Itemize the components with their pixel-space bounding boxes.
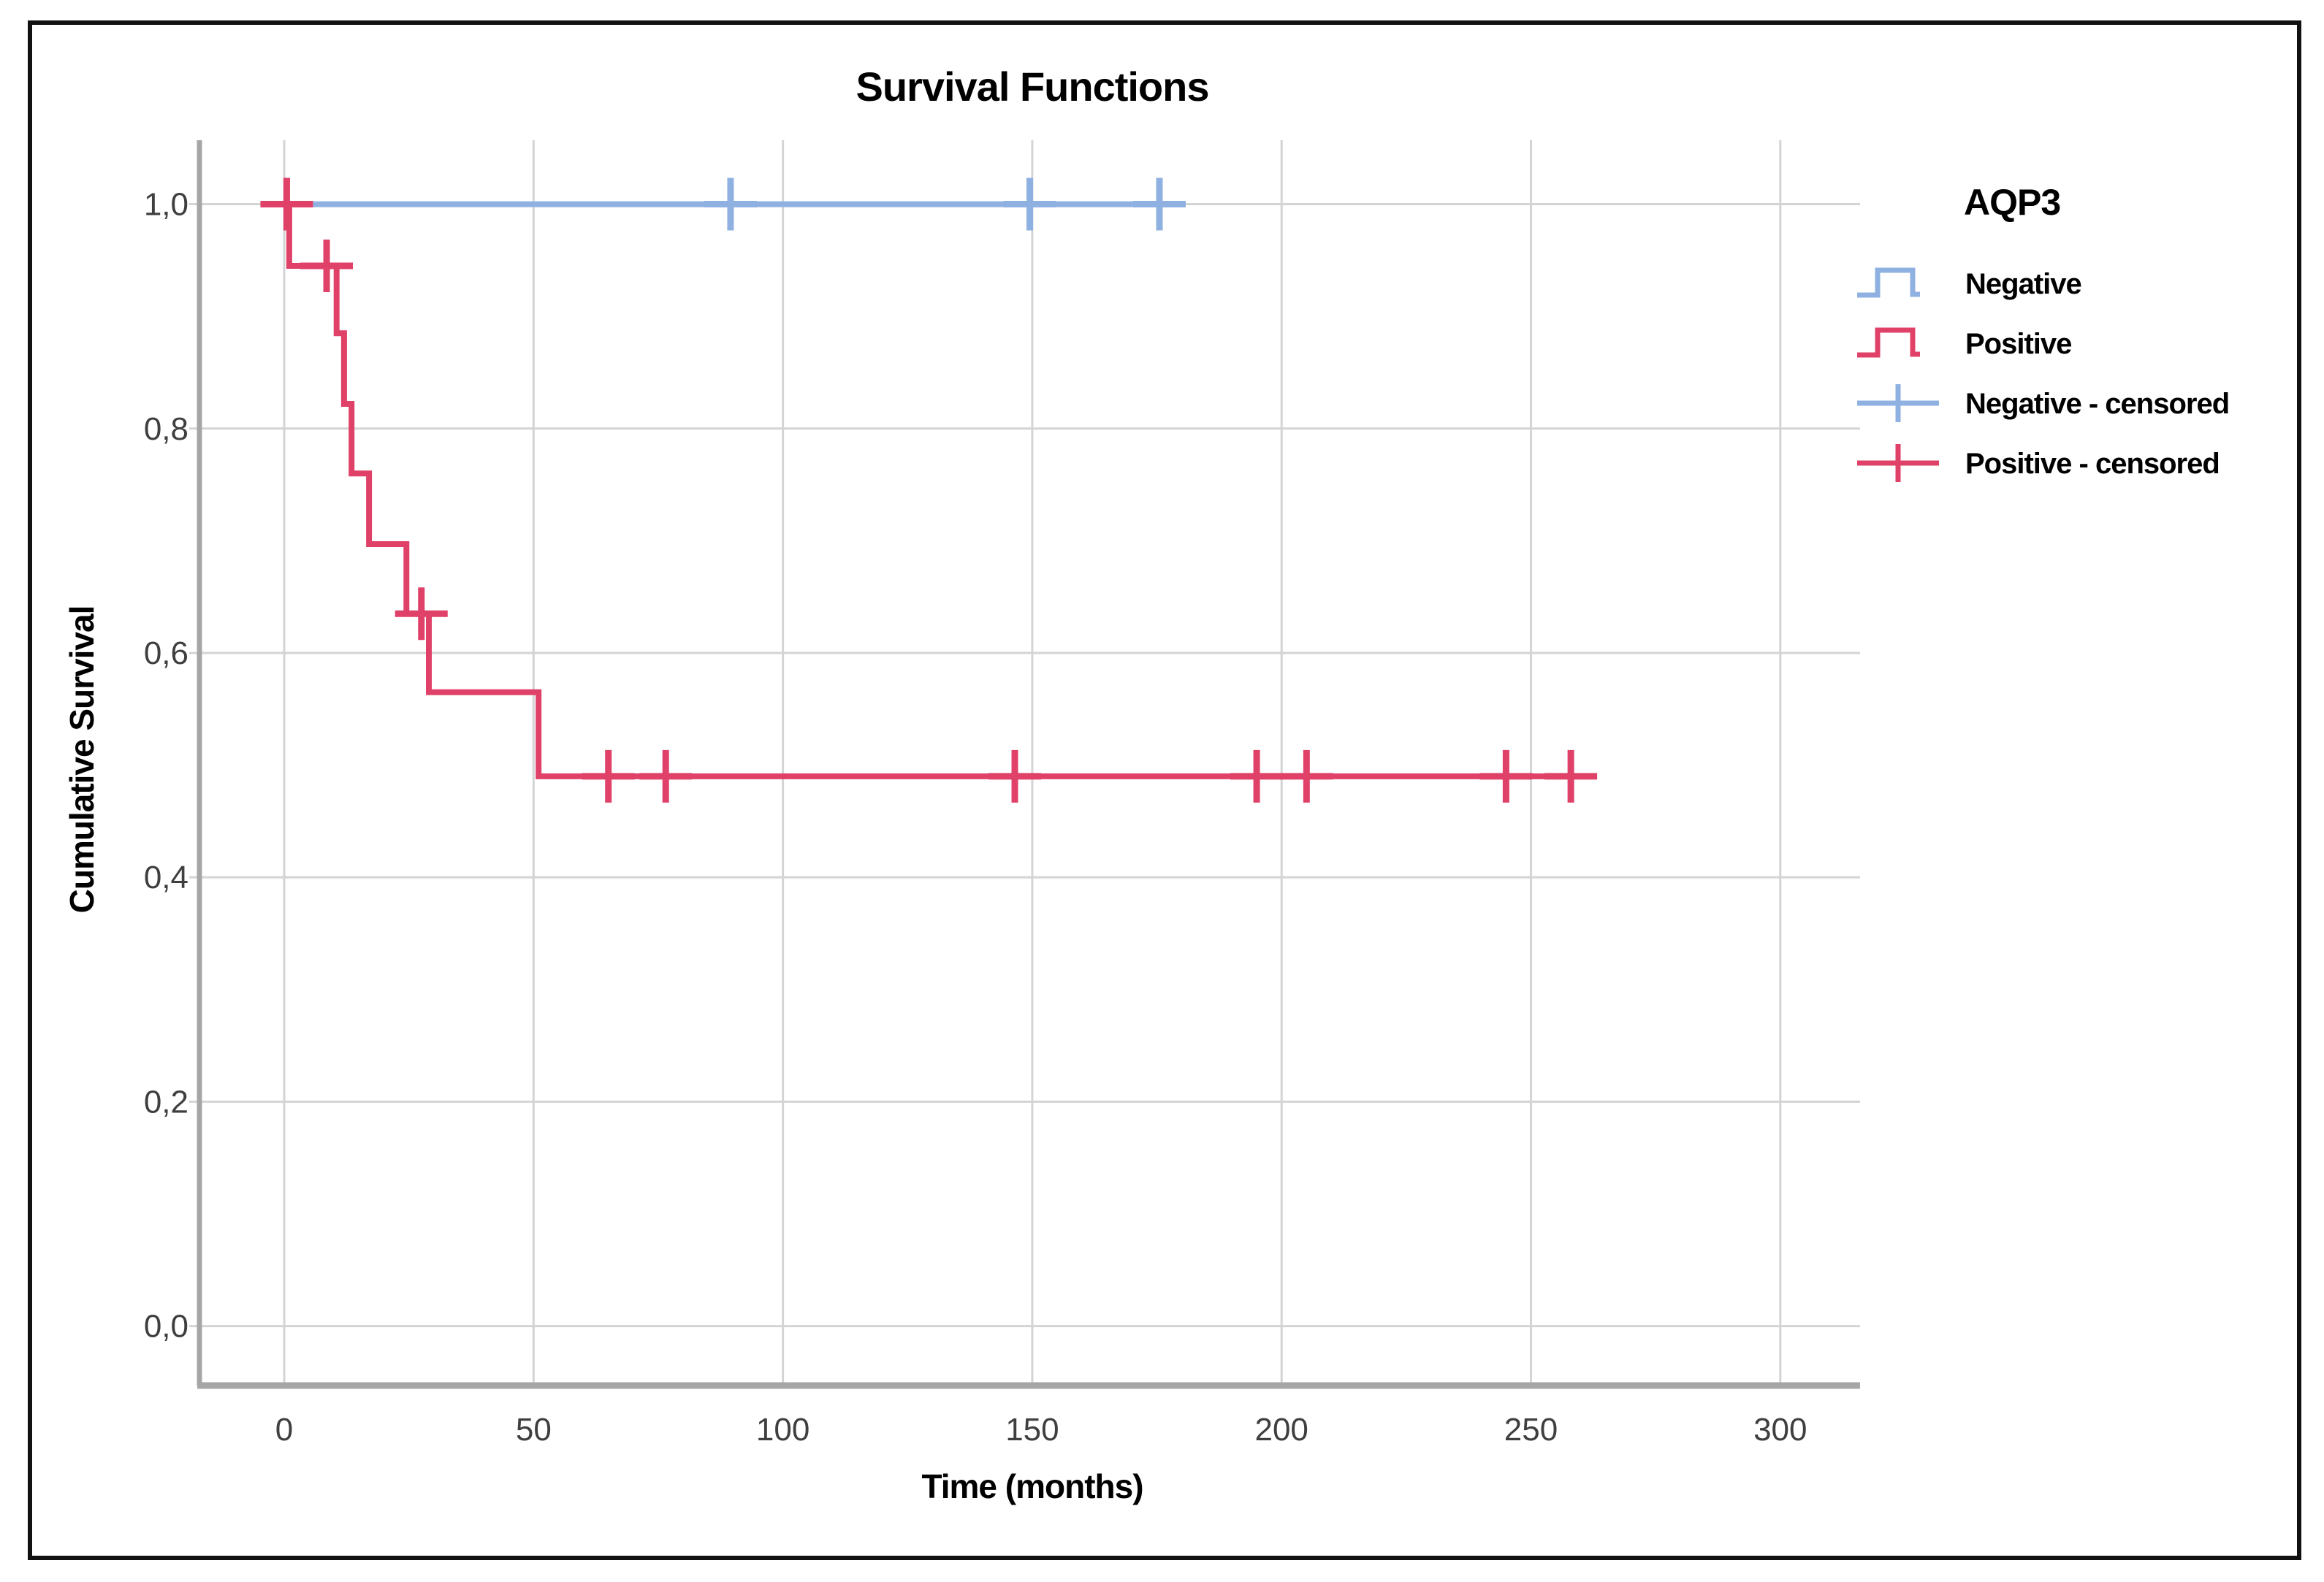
- legend-item-label: Negative: [1965, 267, 2082, 300]
- figure-border: [28, 20, 2301, 1560]
- y-tick-label: 0,6: [144, 635, 188, 671]
- legend-item-positive-censored: Positive - censored: [1856, 434, 2309, 494]
- step-line-swatch-icon: [1857, 267, 1920, 298]
- legend-item-label: Negative - censored: [1965, 387, 2230, 420]
- y-tick-label: 0,0: [144, 1309, 188, 1345]
- chart-title: Survival Functions: [856, 64, 1210, 110]
- x-tick-label: 250: [1504, 1412, 1558, 1448]
- legend-item-label: Positive - censored: [1965, 447, 2220, 480]
- x-axis-title: Time (months): [921, 1467, 1143, 1505]
- step-line-swatch-icon: [1857, 327, 1920, 358]
- legend-title: AQP3: [1964, 182, 2061, 223]
- x-tick-label: 0: [275, 1412, 293, 1448]
- legend-item-positive: Positive: [1856, 314, 2309, 374]
- legend: AQP3 Negative Positive Negative - censored…: [1856, 181, 2309, 494]
- x-tick-label: 200: [1254, 1412, 1308, 1448]
- y-tick-label: 1,0: [144, 187, 188, 223]
- censored-plus-swatch-icon: [1857, 384, 1939, 422]
- x-tick-label: 300: [1753, 1412, 1807, 1448]
- y-tick-label: 0,8: [144, 411, 188, 447]
- legend-item-negative: Negative: [1856, 254, 2309, 314]
- x-tick-label: 150: [1005, 1412, 1059, 1448]
- x-tick-label: 50: [516, 1412, 552, 1448]
- legend-item-negative-censored: Negative - censored: [1856, 374, 2309, 434]
- censored-plus-swatch-icon: [1857, 444, 1939, 482]
- legend-items: Negative Positive Negative - censored Posit…: [1856, 254, 2309, 494]
- series-line-positive: [284, 201, 1576, 779]
- legend-item-label: Positive: [1965, 327, 2072, 360]
- y-tick-label: 0,4: [144, 860, 188, 895]
- x-tick-label: 100: [756, 1412, 809, 1448]
- y-tick-label: 0,2: [144, 1084, 188, 1120]
